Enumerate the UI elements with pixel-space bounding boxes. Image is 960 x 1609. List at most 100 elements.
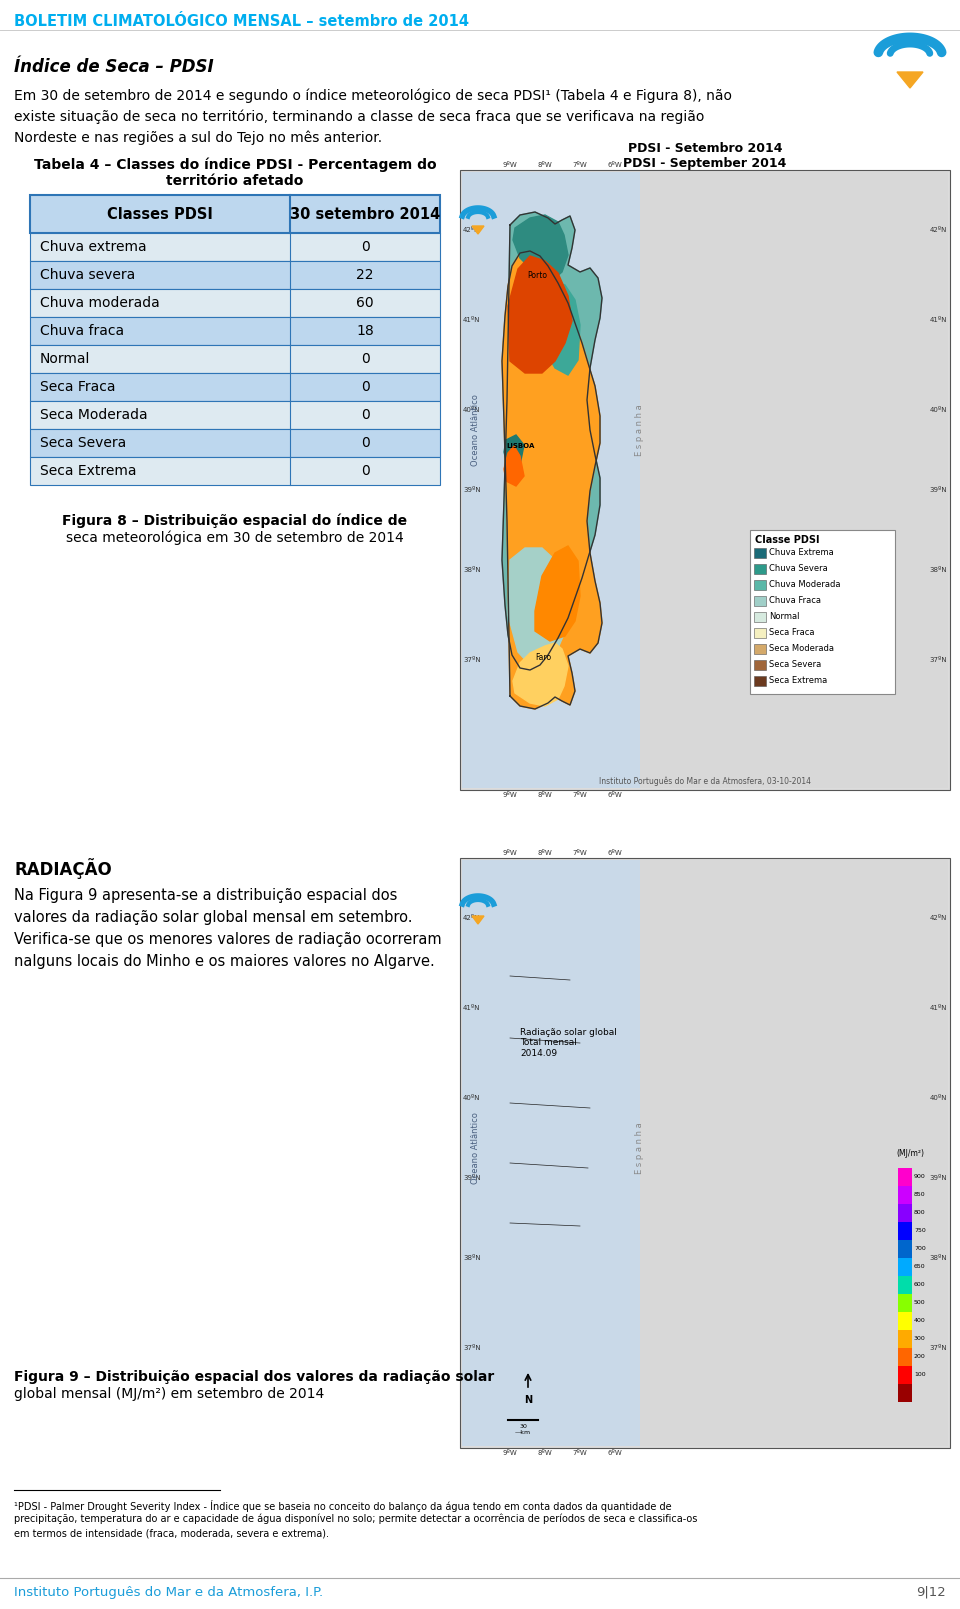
Text: 42ºN: 42ºN (929, 916, 947, 920)
Text: Seca Severa: Seca Severa (40, 436, 127, 451)
Text: Chuva extrema: Chuva extrema (40, 240, 147, 254)
Text: 9ºW: 9ºW (503, 850, 517, 856)
Text: 9ºW: 9ºW (503, 163, 517, 167)
Text: 30
—km: 30 —km (515, 1424, 531, 1435)
Text: Figura 9 – Distribuição espacial dos valores da radiação solar: Figura 9 – Distribuição espacial dos val… (14, 1369, 494, 1384)
Text: 6ºW: 6ºW (608, 163, 622, 167)
Text: Oceano Atlântico: Oceano Atlântico (471, 394, 481, 467)
Text: 18: 18 (356, 323, 373, 338)
Text: Seca Fraca: Seca Fraca (769, 628, 814, 637)
Text: 0: 0 (361, 240, 370, 254)
Text: Chuva fraca: Chuva fraca (40, 323, 124, 338)
Text: 600: 600 (914, 1282, 925, 1287)
Bar (754, 565, 766, 574)
Text: Seca Extrema: Seca Extrema (769, 676, 828, 684)
Text: 8ºW: 8ºW (538, 792, 552, 798)
Text: 41ºN: 41ºN (929, 317, 947, 323)
Text: Classes PDSI: Classes PDSI (108, 206, 213, 222)
Bar (462, 859, 948, 1446)
Bar (30, 344, 440, 373)
Bar (898, 1204, 912, 1221)
Text: em termos de intensidade (fraca, moderada, severa e extrema).: em termos de intensidade (fraca, moderad… (14, 1529, 329, 1538)
Bar (898, 1241, 912, 1258)
Text: E s p a n h a: E s p a n h a (636, 1121, 644, 1175)
Text: 41ºN: 41ºN (929, 1006, 947, 1010)
Text: 9ºW: 9ºW (503, 1450, 517, 1456)
Bar (30, 430, 440, 457)
Bar (460, 171, 950, 790)
Text: 37ºN: 37ºN (929, 1345, 947, 1352)
Text: Normal: Normal (769, 611, 800, 621)
Polygon shape (508, 256, 572, 373)
Bar (898, 1366, 912, 1384)
Text: 38ºN: 38ºN (463, 1255, 481, 1261)
Bar (898, 1186, 912, 1204)
Text: Classe PDSI: Classe PDSI (755, 536, 820, 545)
Polygon shape (535, 280, 580, 375)
Text: 100: 100 (914, 1372, 925, 1377)
Text: LISBOA: LISBOA (506, 442, 535, 449)
Bar (30, 290, 440, 317)
Text: Índice de Seca – PDSI: Índice de Seca – PDSI (14, 58, 214, 76)
Text: 400: 400 (914, 1318, 925, 1324)
Bar (30, 317, 440, 344)
Text: 41ºN: 41ºN (463, 1006, 481, 1010)
Text: Chuva moderada: Chuva moderada (40, 296, 159, 311)
Text: Instituto Português do Mar e da Atmosfera, I.P.: Instituto Português do Mar e da Atmosfer… (14, 1586, 324, 1599)
Bar (754, 676, 766, 685)
Text: 500: 500 (914, 1300, 925, 1305)
Bar (30, 373, 440, 401)
Text: Chuva Severa: Chuva Severa (769, 563, 828, 573)
Text: Faro: Faro (535, 653, 551, 661)
Text: 37ºN: 37ºN (929, 656, 947, 663)
Text: BOLETIM CLIMATOLÓGICO MENSAL – setembro de 2014: BOLETIM CLIMATOLÓGICO MENSAL – setembro … (14, 14, 469, 29)
Polygon shape (472, 225, 484, 233)
Bar (754, 549, 766, 558)
Text: 0: 0 (361, 463, 370, 478)
Text: 42ºN: 42ºN (463, 916, 480, 920)
Polygon shape (472, 916, 484, 924)
Polygon shape (513, 216, 568, 278)
Text: 39ºN: 39ºN (929, 1175, 947, 1181)
Text: 40ºN: 40ºN (929, 1096, 947, 1101)
Bar (898, 1221, 912, 1241)
Bar (30, 195, 440, 233)
Text: Seca Moderada: Seca Moderada (40, 409, 148, 422)
Text: 0: 0 (361, 436, 370, 451)
Text: Oceano Atlântico: Oceano Atlântico (471, 1112, 481, 1184)
Text: 40ºN: 40ºN (929, 407, 947, 414)
Text: 37ºN: 37ºN (463, 656, 481, 663)
Text: PDSI - Setembro 2014: PDSI - Setembro 2014 (628, 142, 782, 154)
Text: 650: 650 (914, 1265, 925, 1270)
Text: Seca Severa: Seca Severa (769, 660, 821, 668)
Bar (898, 1384, 912, 1401)
Text: 6ºW: 6ºW (608, 1450, 622, 1456)
Bar (460, 858, 950, 1448)
Text: Seca Moderada: Seca Moderada (769, 644, 834, 653)
Text: 9ºW: 9ºW (503, 792, 517, 798)
Text: 9|12: 9|12 (916, 1586, 946, 1599)
Text: Chuva Extrema: Chuva Extrema (769, 547, 833, 557)
Polygon shape (502, 251, 602, 710)
Bar (898, 1294, 912, 1311)
Text: precipitação, temperatura do ar e capacidade de água disponível no solo; permite: precipitação, temperatura do ar e capaci… (14, 1514, 697, 1524)
Text: 300: 300 (914, 1337, 925, 1342)
Polygon shape (513, 644, 568, 706)
Text: 7ºW: 7ºW (572, 792, 588, 798)
Bar (754, 611, 766, 623)
Text: 8ºW: 8ºW (538, 1450, 552, 1456)
Text: 850: 850 (914, 1192, 925, 1197)
Text: 38ºN: 38ºN (463, 566, 481, 573)
Text: (MJ/m²): (MJ/m²) (896, 1149, 924, 1158)
Text: RADIAÇÃO: RADIAÇÃO (14, 858, 111, 879)
Text: 7ºW: 7ºW (572, 1450, 588, 1456)
Bar (754, 660, 766, 669)
Text: 7ºW: 7ºW (572, 850, 588, 856)
Bar (30, 261, 440, 290)
Text: Seca Extrema: Seca Extrema (40, 463, 136, 478)
Bar (462, 172, 948, 788)
Text: Instituto Português do Mar e da Atmosfera, 03-10-2014: Instituto Português do Mar e da Atmosfer… (599, 777, 811, 787)
Text: 40ºN: 40ºN (463, 407, 481, 414)
Text: 22: 22 (356, 269, 373, 282)
Bar (898, 1348, 912, 1366)
